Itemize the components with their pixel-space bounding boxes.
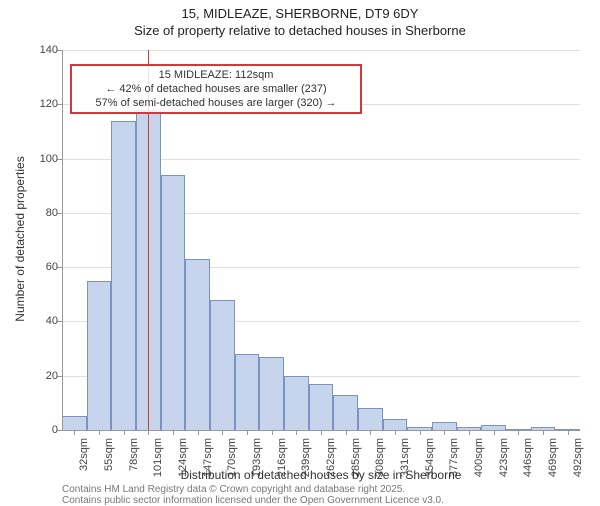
histogram-bar <box>185 259 210 430</box>
histogram-bar <box>259 357 284 430</box>
histogram-bar <box>284 376 309 430</box>
x-axis-label: Distribution of detached houses by size … <box>62 468 580 482</box>
y-tick-label: 140 <box>26 44 58 56</box>
footer-line1: Contains HM Land Registry data © Crown c… <box>62 484 405 495</box>
y-tick-label: 120 <box>26 98 58 110</box>
histogram-bar <box>210 300 235 430</box>
annotation-line3: 57% of semi-detached houses are larger (… <box>76 96 356 110</box>
histogram-bar <box>235 354 260 430</box>
y-tick-label: 80 <box>26 207 58 219</box>
y-tick-label: 0 <box>26 424 58 436</box>
histogram-bar <box>432 422 457 430</box>
y-axis-label: Number of detached properties <box>13 149 27 329</box>
histogram-bar <box>309 384 334 430</box>
histogram-bar <box>87 281 112 430</box>
footer-line2: Contains public sector information licen… <box>62 495 444 506</box>
y-tick-label: 100 <box>26 153 58 165</box>
chart-container: 15, MIDLEAZE, SHERBORNE, DT9 6DY Size of… <box>0 0 600 500</box>
y-tick-label: 40 <box>26 315 58 327</box>
y-tick-label: 60 <box>26 261 58 273</box>
grid-line <box>62 50 580 51</box>
annotation-line2: ← 42% of detached houses are smaller (23… <box>76 82 356 96</box>
histogram-bar <box>62 416 87 430</box>
x-axis-line <box>62 430 580 431</box>
histogram-bar <box>383 419 408 430</box>
title-line2: Size of property relative to detached ho… <box>0 23 600 38</box>
histogram-bar <box>161 175 186 430</box>
annotation-line1: 15 MIDLEAZE: 112sqm <box>76 68 356 82</box>
title-line1: 15, MIDLEAZE, SHERBORNE, DT9 6DY <box>0 6 600 21</box>
title-block: 15, MIDLEAZE, SHERBORNE, DT9 6DY Size of… <box>0 6 600 38</box>
histogram-bar <box>358 408 383 430</box>
annotation-box: 15 MIDLEAZE: 112sqm← 42% of detached hou… <box>70 64 362 115</box>
histogram-bar <box>333 395 358 430</box>
histogram-bar <box>111 121 136 430</box>
y-tick-label: 20 <box>26 370 58 382</box>
y-axis-line <box>62 50 63 430</box>
plot-area: 32sqm55sqm78sqm101sqm124sqm147sqm170sqm1… <box>62 50 580 430</box>
